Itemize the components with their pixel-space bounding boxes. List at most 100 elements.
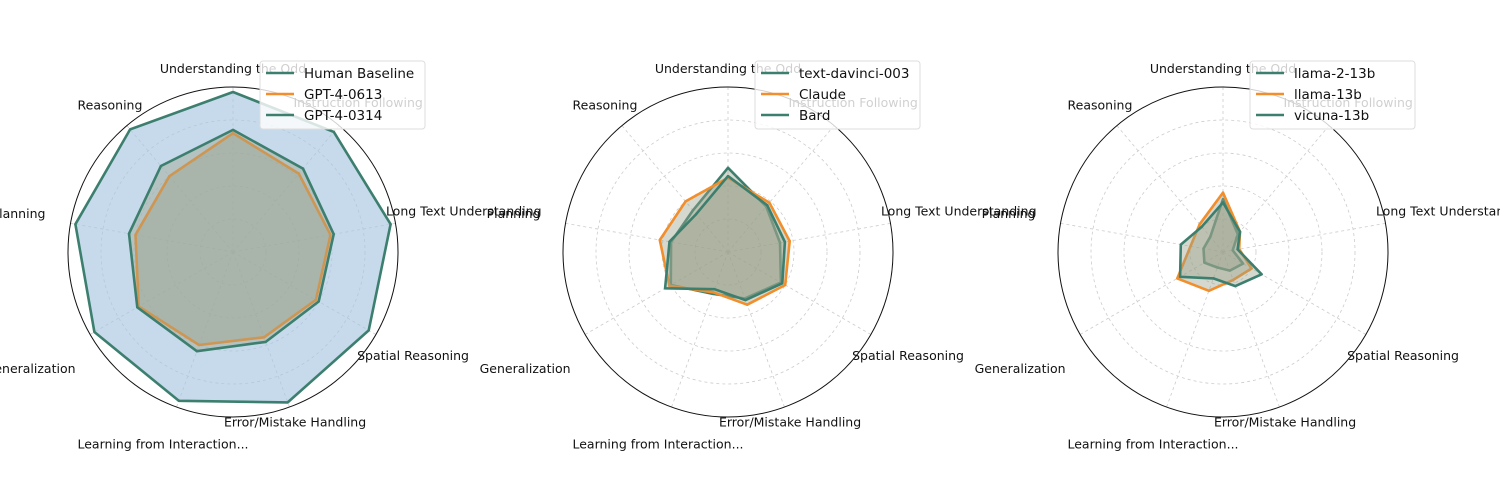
legend-entry: Human Baseline xyxy=(304,66,414,82)
data-point xyxy=(788,239,791,243)
series-line xyxy=(1202,197,1245,272)
series-area xyxy=(670,167,781,299)
legend-entry: Claude xyxy=(799,87,846,103)
data-point xyxy=(1260,273,1263,276)
series-3 xyxy=(127,128,336,353)
series-area xyxy=(75,92,391,403)
data-point xyxy=(668,284,671,288)
data-point xyxy=(1176,277,1179,280)
data-point xyxy=(128,128,132,131)
data-point xyxy=(332,130,335,134)
data-point xyxy=(93,330,96,334)
grid xyxy=(1060,87,1386,408)
data-point xyxy=(1179,243,1182,246)
series-line xyxy=(669,166,783,300)
series-line xyxy=(663,174,787,302)
data-point xyxy=(1221,198,1225,201)
data-point xyxy=(231,132,235,135)
axis-label: Error/Mistake Handling xyxy=(1214,415,1356,430)
data-point xyxy=(134,233,137,237)
series-area xyxy=(659,177,790,305)
data-point xyxy=(1198,222,1201,226)
data-point xyxy=(1212,277,1215,280)
series-area xyxy=(129,129,334,352)
data-point xyxy=(1250,267,1253,270)
axis-label: Generalization xyxy=(0,361,76,376)
radar-chart-2: Understanding the OddInstruction Followi… xyxy=(480,60,1037,451)
axis-label: Learning from Interaction... xyxy=(77,436,248,451)
series-2 xyxy=(658,176,792,307)
data-point xyxy=(329,233,332,237)
data-point xyxy=(694,212,698,216)
axis-label: Long Text Understanding xyxy=(386,203,542,218)
series-1 xyxy=(1202,197,1245,272)
legend-box xyxy=(1249,60,1416,130)
data-point xyxy=(768,201,771,204)
series-area xyxy=(1180,202,1262,287)
legend: Human Baseline GPT-4-0613 GPT-4-0314 xyxy=(259,60,426,130)
axis-label: Generalization xyxy=(480,361,571,376)
data-point xyxy=(136,306,139,309)
data-point xyxy=(1221,191,1225,194)
series-2 xyxy=(134,131,332,347)
grid-ring xyxy=(694,218,762,286)
axis-label: Learning from Interaction... xyxy=(1067,436,1238,451)
data-point xyxy=(778,241,782,245)
data-point xyxy=(317,300,320,303)
series-1 xyxy=(74,90,392,404)
grid xyxy=(565,87,891,408)
data-point xyxy=(301,167,305,170)
data-point xyxy=(197,343,201,347)
legend-box xyxy=(259,60,426,130)
data-point xyxy=(264,340,267,344)
data-point xyxy=(1189,245,1192,248)
data-point xyxy=(691,209,695,212)
data-point xyxy=(744,298,747,302)
outer-frame xyxy=(1057,86,1389,418)
data-point xyxy=(367,329,370,332)
legend: llama-2-13b llama-13b vicuna-13b xyxy=(1249,60,1416,130)
legend-box xyxy=(754,60,921,130)
series-line xyxy=(127,128,336,353)
data-point xyxy=(1209,235,1212,239)
data-point xyxy=(1236,248,1239,251)
grid-ring xyxy=(595,119,861,385)
grid-ring xyxy=(628,152,828,352)
data-point xyxy=(1231,278,1235,282)
series-3 xyxy=(663,174,787,302)
grid-ring xyxy=(1123,152,1323,352)
legend-entry: GPT-4-0613 xyxy=(304,87,382,103)
data-point xyxy=(783,283,787,287)
axis-label: Planning xyxy=(982,206,1036,221)
data-point xyxy=(231,90,235,94)
grid-ring xyxy=(1156,185,1290,319)
legend: text-davinci-003 Claude Bard xyxy=(754,60,921,130)
data-point xyxy=(1207,289,1211,292)
data-point xyxy=(1203,261,1206,264)
data-point xyxy=(1228,269,1231,272)
series-line xyxy=(74,90,392,404)
axis-label: Error/Mistake Handling xyxy=(719,415,861,430)
series-3 xyxy=(1178,201,1263,288)
grid-ring xyxy=(1189,218,1257,286)
data-point xyxy=(1216,266,1219,269)
grid-spoke xyxy=(1222,222,1386,253)
axis-label: Spatial Reasoning xyxy=(1347,348,1459,363)
series-area xyxy=(665,176,785,301)
data-point xyxy=(712,291,715,294)
legend-entry: llama-2-13b xyxy=(1294,66,1375,82)
series-line xyxy=(134,131,332,347)
data-point xyxy=(177,399,181,403)
data-point xyxy=(297,172,300,175)
data-point xyxy=(668,240,671,243)
data-point xyxy=(127,232,131,235)
legend-entry: vicuna-13b xyxy=(1294,108,1369,124)
data-point xyxy=(389,223,392,226)
series-area xyxy=(135,133,331,345)
data-point xyxy=(231,128,235,132)
data-point xyxy=(286,401,289,404)
data-point xyxy=(713,288,716,291)
axis-label: Reasoning xyxy=(573,97,638,112)
axis-label: Error/Mistake Handling xyxy=(224,415,366,430)
